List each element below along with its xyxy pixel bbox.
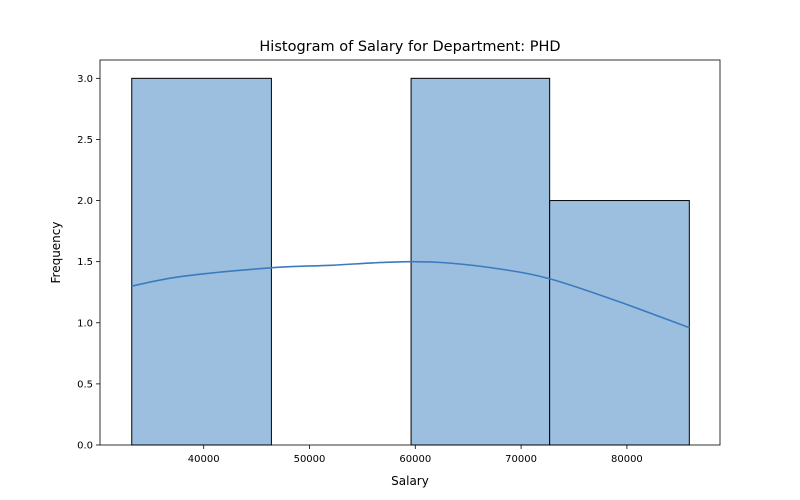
y-tick-label: 0.0 xyxy=(77,441,93,452)
x-tick-label: 50000 xyxy=(294,454,326,465)
y-tick-label: 0.5 xyxy=(77,379,93,390)
histogram-bar xyxy=(131,77,272,446)
plot-frame xyxy=(99,59,721,446)
histogram-bars xyxy=(131,77,690,446)
kde-curve xyxy=(131,260,690,329)
x-tick-label: 80000 xyxy=(611,454,643,465)
x-tick-label: 70000 xyxy=(505,454,537,465)
x-tick-label: 60000 xyxy=(399,454,431,465)
y-axis: 0.0 0.5 1.0 1.5 2.0 2.5 3.0 xyxy=(77,74,100,452)
x-axis-label: Salary xyxy=(391,474,429,488)
x-tick-label: 40000 xyxy=(188,454,220,465)
y-tick-label: 3.0 xyxy=(77,74,93,85)
y-axis-label: Frequency xyxy=(49,222,63,284)
y-tick-label: 2.5 xyxy=(77,135,93,146)
x-axis: 40000 50000 60000 70000 80000 xyxy=(188,445,643,465)
y-tick-label: 1.5 xyxy=(77,257,93,268)
y-tick-label: 1.0 xyxy=(77,318,93,329)
histogram-bar xyxy=(549,200,690,446)
kde-curve-group xyxy=(131,260,690,329)
y-tick-label: 2.0 xyxy=(77,196,93,207)
chart-title: Histogram of Salary for Department: PHD xyxy=(259,39,560,55)
